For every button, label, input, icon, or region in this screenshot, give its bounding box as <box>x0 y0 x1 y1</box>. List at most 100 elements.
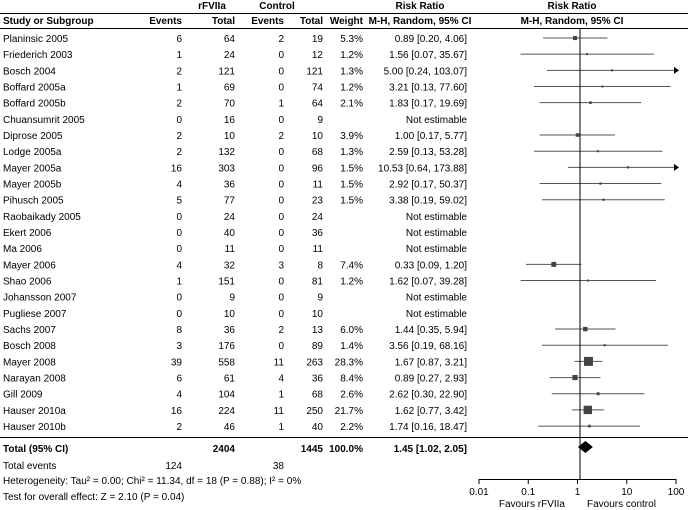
events-control: 0 <box>278 277 284 288</box>
risk-ratio-ci: 3.38 [0.19, 59.02] <box>389 196 467 207</box>
total-events-row: Total events 124 38 <box>3 461 284 472</box>
total-rfviia: 46 <box>224 422 236 433</box>
weight-value: 3.9% <box>340 131 363 142</box>
table-row: Ekert 2006 0 40 0 36 Not estimable <box>3 228 467 239</box>
events-rfviia: 6 <box>176 34 182 45</box>
table-row: Pugliese 2007 0 10 0 10 Not estimable <box>3 309 467 320</box>
total-rfviia: 40 <box>224 228 236 239</box>
risk-ratio-ci: 1.56 [0.07, 35.67] <box>389 50 467 61</box>
events-control: 0 <box>278 83 284 94</box>
total-control: 23 <box>312 196 324 207</box>
study-name: Mayer 2005a <box>3 163 62 174</box>
study-name: Diprose 2005 <box>3 131 63 142</box>
total-control: 10 <box>312 131 324 142</box>
risk-ratio-ci: Not estimable <box>406 115 468 126</box>
header-events-rfviia: Events <box>149 16 182 27</box>
total-control: 250 <box>306 406 323 417</box>
total-rfviia: 36 <box>224 325 236 336</box>
point-estimate <box>572 374 578 381</box>
total-rfviia: 77 <box>224 196 236 207</box>
study-name: Boffard 2005b <box>3 99 66 110</box>
risk-ratio-ci: Not estimable <box>406 228 468 239</box>
events-rfviia: 1 <box>176 83 182 94</box>
risk-ratio-ci: 5.00 [0.24, 103.07] <box>384 66 468 77</box>
table-row: Pihusch 2005 5 77 0 23 1.5% 3.38 [0.19, 59.02] <box>3 196 665 207</box>
total-rfviia: 64 <box>224 34 236 45</box>
study-name: Mayer 2008 <box>3 357 56 368</box>
study-name: Gill 2009 <box>3 390 43 401</box>
weight-value: 8.4% <box>340 374 363 385</box>
point-estimate <box>575 133 580 137</box>
events-control: 0 <box>278 196 284 207</box>
table-row: Gill 2009 4 104 1 68 2.6% 2.62 [0.30, 22.90] <box>3 390 645 401</box>
x-tick-label: 0.01 <box>469 487 489 498</box>
risk-ratio-ci: 10.53 [0.64, 173.88] <box>378 163 467 174</box>
events-control: 0 <box>278 147 284 158</box>
weight-value: 2.6% <box>340 390 363 401</box>
total-rfviia: 11 <box>225 244 236 255</box>
events-control: 0 <box>278 244 284 255</box>
study-name: Pihusch 2005 <box>3 196 64 207</box>
total-events-label: Total events <box>3 461 56 472</box>
total-control: 96 <box>312 163 324 174</box>
total-rfviia: 104 <box>218 390 235 401</box>
events-control: 0 <box>278 66 284 77</box>
total-control: 12 <box>312 50 324 61</box>
point-estimate <box>602 198 605 201</box>
events-rfviia: 2 <box>176 131 182 142</box>
events-control: 0 <box>278 212 284 223</box>
total-control: 121 <box>306 66 323 77</box>
total-rfviia: 24 <box>224 212 236 223</box>
total-rfviia: 151 <box>218 277 235 288</box>
ci-arrow <box>674 66 679 74</box>
risk-ratio-ci: 0.89 [0.20, 4.06] <box>395 34 468 45</box>
risk-ratio-ci: 1.62 [0.07, 39.28] <box>389 277 467 288</box>
total-control: 11 <box>313 244 324 255</box>
pooled-estimate-diamond <box>577 441 593 453</box>
weight-value: 28.3% <box>335 357 363 368</box>
total-control: 11 <box>313 180 324 191</box>
total-rfviia: 303 <box>218 163 235 174</box>
study-name: Bosch 2004 <box>3 66 56 77</box>
events-control: 4 <box>278 374 284 385</box>
point-estimate <box>583 356 593 366</box>
weight-value: 1.2% <box>340 277 363 288</box>
total-control: 36 <box>312 374 324 385</box>
total-n-control: 1445 <box>301 444 324 455</box>
total-rfviia: 176 <box>218 341 235 352</box>
point-estimate <box>589 101 592 104</box>
table-row: Mayer 2005b 4 36 0 11 1.5% 2.92 [0.17, 50.37] <box>3 180 662 191</box>
total-rfviia: 10 <box>224 309 236 320</box>
point-estimate <box>603 344 606 347</box>
study-name: Mayer 2006 <box>3 260 56 271</box>
header-group-control: Control <box>259 1 295 12</box>
events-rfviia: 3 <box>176 341 182 352</box>
weight-value: 1.2% <box>340 50 363 61</box>
header-weight: Weight <box>330 16 364 27</box>
total-row: Total (95% CI) 2404 1445 100.0% 1.45 [1.… <box>3 444 467 455</box>
events-control: 0 <box>278 309 284 320</box>
total-weight: 100.0% <box>329 444 363 455</box>
events-control: 3 <box>278 260 284 271</box>
events-rfviia: 2 <box>176 99 182 110</box>
events-rfviia: 0 <box>176 309 182 320</box>
events-rfviia: 4 <box>176 390 182 401</box>
events-rfviia: 39 <box>171 357 183 368</box>
events-control: 0 <box>278 341 284 352</box>
risk-ratio-ci: 2.92 [0.17, 50.37] <box>389 180 467 191</box>
header-total-rfviia: Total <box>212 16 235 27</box>
weight-value: 5.3% <box>340 34 363 45</box>
risk-ratio-ci: 1.62 [0.77, 3.42] <box>395 406 468 417</box>
total-control: 10 <box>312 309 324 320</box>
total-rfviia: 121 <box>218 66 235 77</box>
total-control: 40 <box>312 422 324 433</box>
events-rfviia: 0 <box>176 212 182 223</box>
events-control: 1 <box>278 99 284 110</box>
events-rfviia: 2 <box>176 66 182 77</box>
table-row: Mayer 2006 4 32 3 8 7.4% 0.33 [0.09, 1.20] <box>3 260 582 271</box>
study-name: Mayer 2005b <box>3 180 62 191</box>
events-rfviia: 0 <box>176 228 182 239</box>
study-name: Lodge 2005a <box>3 147 62 158</box>
table-row: Bosch 2004 2 121 0 121 1.3% 5.00 [0.24, 103.07… <box>3 66 679 77</box>
total-control: 89 <box>312 341 324 352</box>
